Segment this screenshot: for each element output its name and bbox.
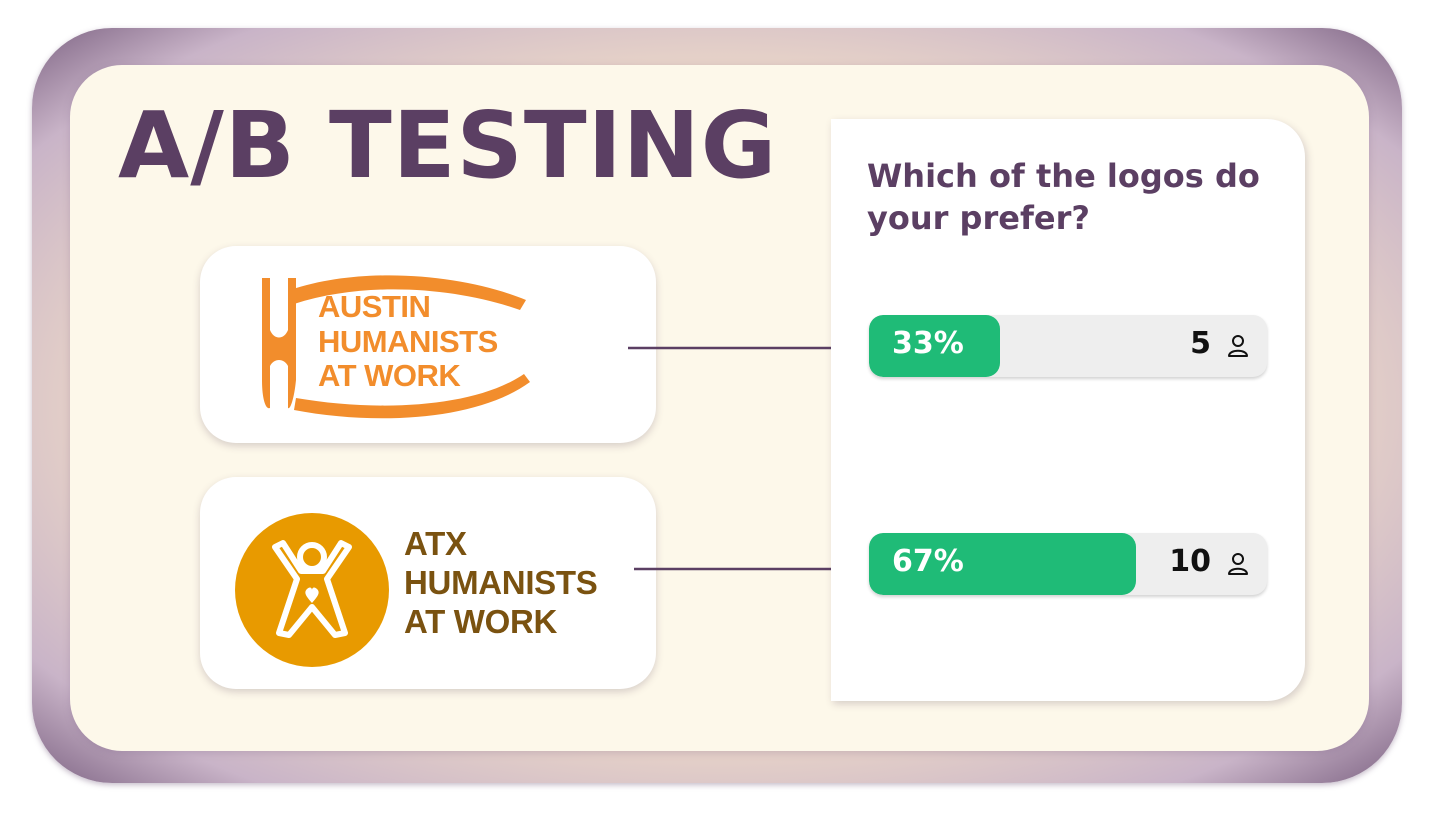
logo-line: HUMANISTS xyxy=(404,563,598,601)
poll-option-percent: 67% xyxy=(892,544,964,579)
user-icon xyxy=(1228,553,1248,575)
poll-option-fill xyxy=(869,315,1001,377)
poll-option-bar[interactable]: 67% 10 xyxy=(869,533,1267,595)
logo-text-b: ATX HUMANISTS AT WORK xyxy=(404,525,598,642)
poll-option-count: 5 xyxy=(1190,326,1211,361)
raised-arms-figure-icon xyxy=(262,275,530,419)
arrow-icon xyxy=(634,558,856,580)
logo-card-a[interactable]: AUSTIN HUMANISTS AT WORK xyxy=(200,246,656,443)
poll-option-percent: 33% xyxy=(892,326,964,361)
logo-line: AT WORK xyxy=(404,602,558,640)
logo-text-a: AUSTIN HUMANISTS AT WORK xyxy=(318,289,498,394)
logo-line: AT WORK xyxy=(318,358,461,394)
logo-line: ATX xyxy=(404,525,467,562)
logo-line: HUMANISTS xyxy=(318,323,498,359)
poll-option-fill xyxy=(869,533,1136,595)
poll-option-bar[interactable]: 33% 5 xyxy=(869,315,1267,377)
poll-option-count: 10 xyxy=(1169,544,1211,579)
page-title: A/B TESTING xyxy=(118,92,778,199)
logo-line: AUSTIN xyxy=(318,289,431,324)
logo-card-b[interactable]: ATX HUMANISTS AT WORK xyxy=(200,477,656,689)
poll-question: Which of the logos do your prefer? xyxy=(867,157,1260,237)
heart-figure-circle-icon xyxy=(235,513,389,667)
poll-card: Which of the logos do your prefer? 33% 5… xyxy=(831,119,1305,701)
user-icon xyxy=(1228,335,1248,357)
arrow-icon xyxy=(628,337,852,359)
